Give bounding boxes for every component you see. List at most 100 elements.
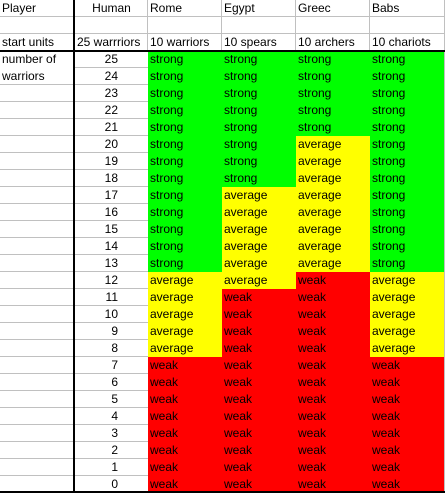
egypt-result-cell[interactable]: strong	[222, 136, 296, 153]
egypt-result-cell[interactable]: weak	[222, 374, 296, 391]
column-header-human[interactable]: Human	[92, 1, 131, 15]
rome-result-cell[interactable]: strong	[148, 153, 222, 170]
start-units-greec[interactable]: 10 archers	[298, 35, 355, 49]
rome-result-cell[interactable]: average	[148, 306, 222, 323]
egypt-result-cell[interactable]: weak	[222, 476, 296, 493]
rome-result-cell[interactable]: strong	[148, 102, 222, 119]
rome-result-cell[interactable]: weak	[148, 357, 222, 374]
warriors-count-cell[interactable]: 23	[104, 86, 118, 100]
greec-result-cell[interactable]: weak	[296, 374, 370, 391]
warriors-count-cell[interactable]: 21	[104, 120, 118, 134]
egypt-result-cell[interactable]: average	[222, 187, 296, 204]
rome-result-cell[interactable]: strong	[148, 238, 222, 255]
babs-result-cell[interactable]: strong	[370, 255, 445, 272]
start-units-human[interactable]: 25 warrriors	[77, 35, 141, 49]
warriors-count-cell[interactable]: 18	[104, 171, 118, 185]
column-header-rome[interactable]: Rome	[150, 1, 183, 15]
babs-result-cell[interactable]: strong	[370, 187, 445, 204]
start-units-egypt[interactable]: 10 spears	[224, 35, 277, 49]
rome-result-cell[interactable]: average	[148, 272, 222, 289]
warriors-count-cell[interactable]: 12	[104, 273, 118, 287]
greec-result-cell[interactable]: weak	[296, 459, 370, 476]
egypt-result-cell[interactable]: average	[222, 204, 296, 221]
greec-result-cell[interactable]: average	[296, 221, 370, 238]
rome-result-cell[interactable]: weak	[148, 425, 222, 442]
rome-result-cell[interactable]: weak	[148, 442, 222, 459]
rome-result-cell[interactable]: weak	[148, 391, 222, 408]
rome-result-cell[interactable]: average	[148, 289, 222, 306]
egypt-result-cell[interactable]: weak	[222, 357, 296, 374]
column-header-babs[interactable]: Babs	[372, 1, 400, 15]
greec-result-cell[interactable]: strong	[296, 85, 370, 102]
greec-result-cell[interactable]: weak	[296, 289, 370, 306]
greec-result-cell[interactable]: weak	[296, 476, 370, 493]
egypt-result-cell[interactable]: weak	[222, 323, 296, 340]
egypt-result-cell[interactable]: average	[222, 272, 296, 289]
start-units-babs[interactable]: 10 chariots	[372, 35, 431, 49]
greec-result-cell[interactable]: average	[296, 170, 370, 187]
babs-result-cell[interactable]: strong	[370, 85, 445, 102]
greec-result-cell[interactable]: average	[296, 187, 370, 204]
row-label-line-1[interactable]: number of	[2, 52, 57, 66]
warriors-count-cell[interactable]: 5	[111, 392, 118, 406]
babs-result-cell[interactable]: strong	[370, 51, 445, 68]
greec-result-cell[interactable]: weak	[296, 391, 370, 408]
rome-result-cell[interactable]: weak	[148, 408, 222, 425]
rome-result-cell[interactable]: strong	[148, 119, 222, 136]
rome-result-cell[interactable]: strong	[148, 136, 222, 153]
egypt-result-cell[interactable]: average	[222, 221, 296, 238]
egypt-result-cell[interactable]: weak	[222, 442, 296, 459]
warriors-count-cell[interactable]: 11	[105, 290, 118, 304]
egypt-result-cell[interactable]: weak	[222, 459, 296, 476]
greec-result-cell[interactable]: weak	[296, 425, 370, 442]
rome-result-cell[interactable]: strong	[148, 204, 222, 221]
warriors-count-cell[interactable]: 1	[111, 460, 118, 474]
warriors-count-cell[interactable]: 9	[111, 324, 118, 338]
warriors-count-cell[interactable]: 24	[104, 69, 118, 83]
greec-result-cell[interactable]: weak	[296, 357, 370, 374]
warriors-count-cell[interactable]: 8	[111, 341, 118, 355]
egypt-result-cell[interactable]: weak	[222, 391, 296, 408]
babs-result-cell[interactable]: strong	[370, 204, 445, 221]
column-header-greec[interactable]: Greec	[298, 1, 331, 15]
egypt-result-cell[interactable]: strong	[222, 102, 296, 119]
rome-result-cell[interactable]: strong	[148, 68, 222, 85]
greec-result-cell[interactable]: average	[296, 153, 370, 170]
greec-result-cell[interactable]: weak	[296, 323, 370, 340]
greec-result-cell[interactable]: weak	[296, 408, 370, 425]
warriors-count-cell[interactable]: 15	[104, 222, 118, 236]
rome-result-cell[interactable]: strong	[148, 85, 222, 102]
babs-result-cell[interactable]: weak	[370, 425, 445, 442]
babs-result-cell[interactable]: average	[370, 323, 445, 340]
babs-result-cell[interactable]: weak	[370, 391, 445, 408]
babs-result-cell[interactable]: weak	[370, 357, 445, 374]
warriors-count-cell[interactable]: 14	[104, 239, 118, 253]
row-label-line-2[interactable]: warriors	[2, 69, 45, 83]
rome-result-cell[interactable]: strong	[148, 170, 222, 187]
warriors-count-cell[interactable]: 17	[104, 188, 118, 202]
greec-result-cell[interactable]: weak	[296, 272, 370, 289]
babs-result-cell[interactable]: weak	[370, 476, 445, 493]
babs-result-cell[interactable]: average	[370, 306, 445, 323]
greec-result-cell[interactable]: weak	[296, 306, 370, 323]
babs-result-cell[interactable]: strong	[370, 68, 445, 85]
rome-result-cell[interactable]: strong	[148, 187, 222, 204]
babs-result-cell[interactable]: strong	[370, 153, 445, 170]
babs-result-cell[interactable]: strong	[370, 238, 445, 255]
egypt-result-cell[interactable]: strong	[222, 85, 296, 102]
babs-result-cell[interactable]: strong	[370, 119, 445, 136]
warriors-count-cell[interactable]: 19	[104, 154, 118, 168]
babs-result-cell[interactable]: weak	[370, 374, 445, 391]
warriors-count-cell[interactable]: 0	[111, 477, 118, 491]
greec-result-cell[interactable]: strong	[296, 119, 370, 136]
egypt-result-cell[interactable]: strong	[222, 153, 296, 170]
column-header-egypt[interactable]: Egypt	[224, 1, 255, 15]
egypt-result-cell[interactable]: weak	[222, 408, 296, 425]
babs-result-cell[interactable]: strong	[370, 136, 445, 153]
greec-result-cell[interactable]: average	[296, 204, 370, 221]
greec-result-cell[interactable]: average	[296, 136, 370, 153]
warriors-count-cell[interactable]: 22	[104, 103, 118, 117]
babs-result-cell[interactable]: strong	[370, 170, 445, 187]
greec-result-cell[interactable]: strong	[296, 102, 370, 119]
rome-result-cell[interactable]: strong	[148, 51, 222, 68]
